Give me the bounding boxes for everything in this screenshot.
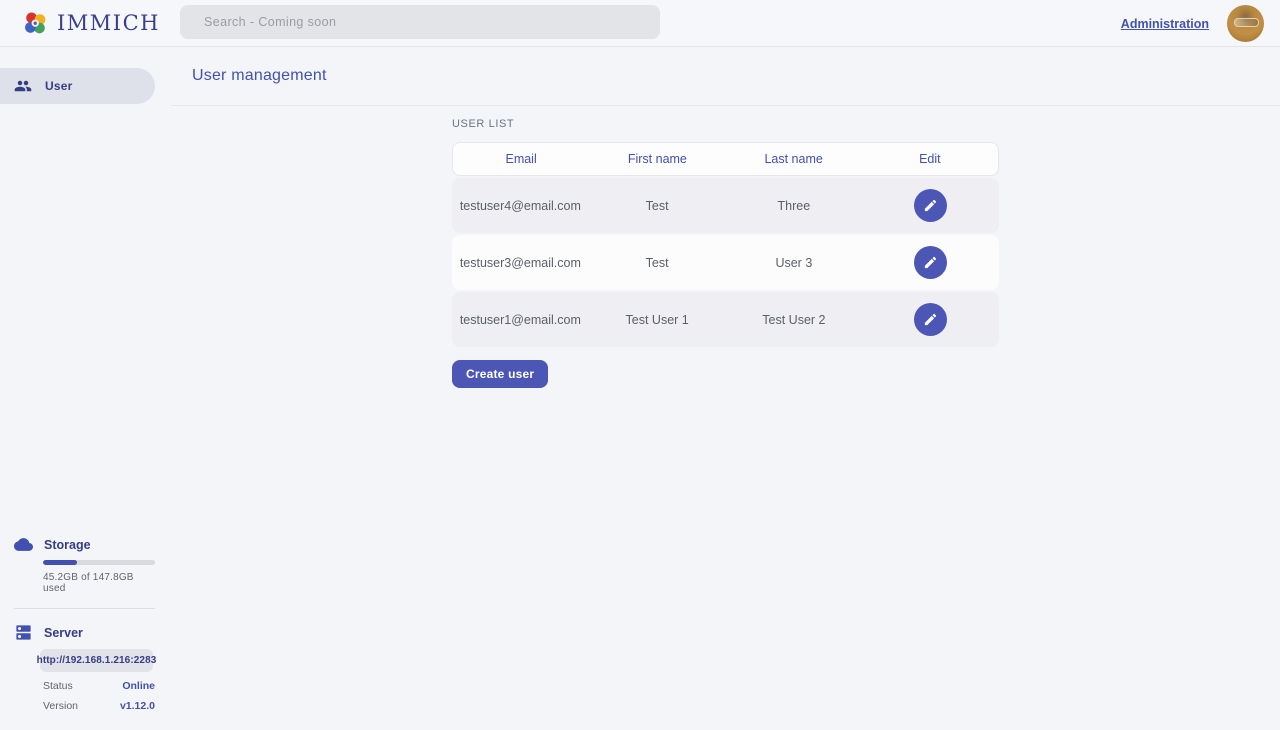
server-version-value: v1.12.0 bbox=[119, 700, 155, 712]
user-list-label: USER LIST bbox=[452, 118, 515, 130]
cloud-icon bbox=[14, 535, 33, 554]
server-icon bbox=[14, 623, 33, 642]
storage-progress-fill bbox=[43, 560, 78, 565]
cell-email: testuser3@email.com bbox=[459, 255, 581, 270]
cell-email: testuser1@email.com bbox=[459, 312, 581, 327]
table-row: testuser1@email.com Test User 1 Test Use… bbox=[452, 292, 999, 347]
table-row: testuser4@email.com Test Three bbox=[452, 178, 999, 233]
column-header-edit: Edit bbox=[919, 152, 941, 166]
administration-link[interactable]: Administration bbox=[1120, 16, 1209, 31]
server-title: Server bbox=[44, 625, 83, 640]
sidebar-footer: Storage 45.2GB of 147.8GB used Server ht… bbox=[0, 535, 171, 730]
server-status-label: Status bbox=[43, 680, 73, 692]
immich-flower-icon bbox=[25, 12, 46, 33]
user-avatar[interactable] bbox=[1227, 5, 1264, 42]
page-title: User management bbox=[192, 67, 327, 84]
create-user-button[interactable]: Create user bbox=[452, 360, 549, 388]
user-table-header: Email First name Last name Edit bbox=[452, 142, 999, 176]
cell-last-name: User 3 bbox=[775, 255, 813, 270]
immich-logo[interactable]: IMMICH bbox=[22, 10, 160, 37]
cell-first-name: Test User 1 bbox=[625, 312, 689, 327]
pencil-icon bbox=[925, 256, 937, 269]
column-header-email: Email bbox=[505, 152, 537, 166]
server-status-value: Online bbox=[122, 680, 155, 692]
user-table: Email First name Last name Edit testuser… bbox=[452, 142, 999, 347]
sidebar-item-user-label: User bbox=[45, 79, 73, 93]
edit-user-button[interactable] bbox=[914, 189, 948, 222]
column-header-last-name: Last name bbox=[764, 152, 823, 166]
brand-name: IMMICH bbox=[57, 11, 160, 35]
admin-sidebar: User Storage 45.2GB of 147.8GB used Serv… bbox=[0, 47, 171, 730]
search-input[interactable] bbox=[180, 5, 660, 39]
storage-usage-text: 45.2GB of 147.8GB used bbox=[43, 572, 134, 594]
storage-title: Storage bbox=[44, 537, 91, 552]
cell-last-name: Test User 2 bbox=[762, 312, 826, 327]
server-version-label: Version bbox=[43, 700, 79, 712]
main-content: User management USER LIST Email First na… bbox=[171, 47, 1280, 730]
sidebar-divider bbox=[14, 608, 155, 609]
server-url: http://192.168.1.216:2283 bbox=[37, 649, 156, 672]
cell-first-name: Test bbox=[645, 198, 669, 213]
user-table-body: testuser4@email.com Test Three testuser3… bbox=[452, 178, 999, 347]
pencil-icon bbox=[925, 199, 937, 212]
cell-last-name: Three bbox=[777, 198, 811, 213]
storage-progress-bar bbox=[43, 560, 155, 565]
cell-email: testuser4@email.com bbox=[459, 198, 581, 213]
edit-user-button[interactable] bbox=[914, 303, 948, 336]
top-navbar: IMMICH Administration bbox=[0, 0, 1280, 47]
table-row: testuser3@email.com Test User 3 bbox=[452, 235, 999, 290]
pencil-icon bbox=[925, 313, 937, 326]
sidebar-item-user[interactable]: User bbox=[0, 68, 155, 104]
cell-first-name: Test bbox=[645, 255, 669, 270]
column-header-first-name: First name bbox=[627, 152, 687, 166]
edit-user-button[interactable] bbox=[914, 246, 948, 279]
page-title-bar: User management bbox=[171, 47, 1280, 106]
group-icon bbox=[14, 77, 32, 95]
